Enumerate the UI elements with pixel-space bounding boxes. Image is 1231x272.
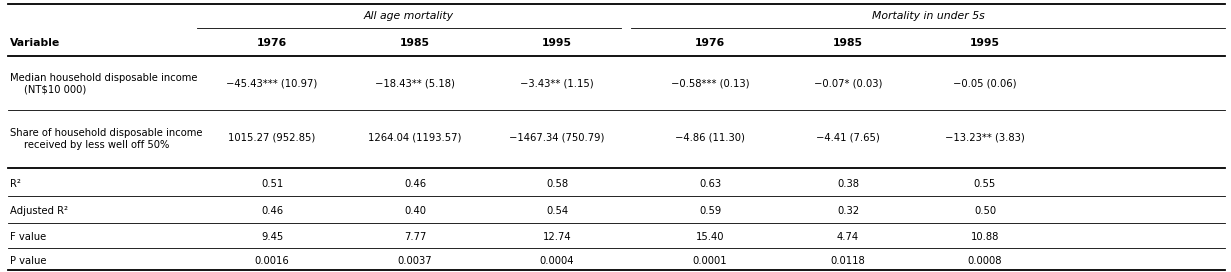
Text: 0.59: 0.59 (699, 206, 721, 216)
Text: 0.0001: 0.0001 (693, 256, 728, 266)
Text: 0.0037: 0.0037 (398, 256, 432, 266)
Text: −18.43** (5.18): −18.43** (5.18) (375, 78, 455, 88)
Text: 0.0004: 0.0004 (539, 256, 574, 266)
Text: 1985: 1985 (400, 38, 430, 48)
Text: 1995: 1995 (542, 38, 572, 48)
Text: 0.54: 0.54 (545, 206, 567, 216)
Text: 0.40: 0.40 (404, 206, 426, 216)
Text: 0.0016: 0.0016 (255, 256, 289, 266)
Text: −0.07* (0.03): −0.07* (0.03) (814, 78, 883, 88)
Text: 1976: 1976 (694, 38, 725, 48)
Text: 15.40: 15.40 (696, 232, 724, 242)
Text: 10.88: 10.88 (971, 232, 1000, 242)
Text: 0.0008: 0.0008 (968, 256, 1002, 266)
Text: −0.05 (0.06): −0.05 (0.06) (953, 78, 1017, 88)
Text: 0.32: 0.32 (837, 206, 859, 216)
Text: 0.0118: 0.0118 (831, 256, 865, 266)
Text: −0.58*** (0.13): −0.58*** (0.13) (671, 78, 750, 88)
Text: 0.38: 0.38 (837, 179, 859, 189)
Text: 1015.27 (952.85): 1015.27 (952.85) (229, 133, 315, 143)
Text: F value: F value (10, 232, 47, 242)
Text: 4.74: 4.74 (837, 232, 859, 242)
Text: R²: R² (10, 179, 21, 189)
Text: −1467.34 (750.79): −1467.34 (750.79) (510, 133, 604, 143)
Text: 0.55: 0.55 (974, 179, 996, 189)
Text: 9.45: 9.45 (261, 232, 283, 242)
Text: (NT$10 000): (NT$10 000) (23, 85, 86, 95)
Text: All age mortality: All age mortality (364, 11, 454, 21)
Text: 1264.04 (1193.57): 1264.04 (1193.57) (368, 133, 462, 143)
Text: −4.86 (11.30): −4.86 (11.30) (675, 133, 745, 143)
Text: 12.74: 12.74 (543, 232, 571, 242)
Text: 0.46: 0.46 (404, 179, 426, 189)
Text: Median household disposable income: Median household disposable income (10, 73, 197, 83)
Text: Share of household disposable income: Share of household disposable income (10, 128, 203, 138)
Text: 0.58: 0.58 (545, 179, 567, 189)
Text: P value: P value (10, 256, 47, 266)
Text: 0.51: 0.51 (261, 179, 283, 189)
Text: Mortality in under 5s: Mortality in under 5s (872, 11, 985, 21)
Text: 1995: 1995 (970, 38, 1000, 48)
Text: 0.63: 0.63 (699, 179, 721, 189)
Text: 0.50: 0.50 (974, 206, 996, 216)
Text: −4.41 (7.65): −4.41 (7.65) (816, 133, 880, 143)
Text: 7.77: 7.77 (404, 232, 426, 242)
Text: 1985: 1985 (833, 38, 863, 48)
Text: −3.43** (1.15): −3.43** (1.15) (521, 78, 593, 88)
Text: −45.43*** (10.97): −45.43*** (10.97) (227, 78, 318, 88)
Text: −13.23** (3.83): −13.23** (3.83) (945, 133, 1025, 143)
Text: Variable: Variable (10, 38, 60, 48)
Text: received by less well off 50%: received by less well off 50% (23, 140, 170, 150)
Text: Adjusted R²: Adjusted R² (10, 206, 68, 216)
Text: 1976: 1976 (257, 38, 287, 48)
Text: 0.46: 0.46 (261, 206, 283, 216)
